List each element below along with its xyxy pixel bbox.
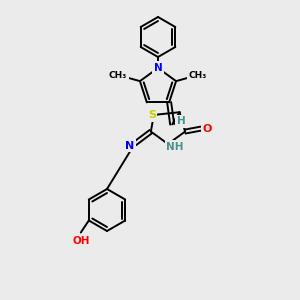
Text: N: N bbox=[125, 141, 134, 151]
Text: CH₃: CH₃ bbox=[109, 70, 127, 80]
Text: S: S bbox=[148, 110, 156, 120]
Text: N: N bbox=[154, 63, 162, 73]
Text: H: H bbox=[177, 116, 185, 126]
Text: OH: OH bbox=[72, 236, 90, 245]
Text: CH₃: CH₃ bbox=[189, 70, 207, 80]
Text: NH: NH bbox=[166, 142, 184, 152]
Text: O: O bbox=[202, 124, 212, 134]
